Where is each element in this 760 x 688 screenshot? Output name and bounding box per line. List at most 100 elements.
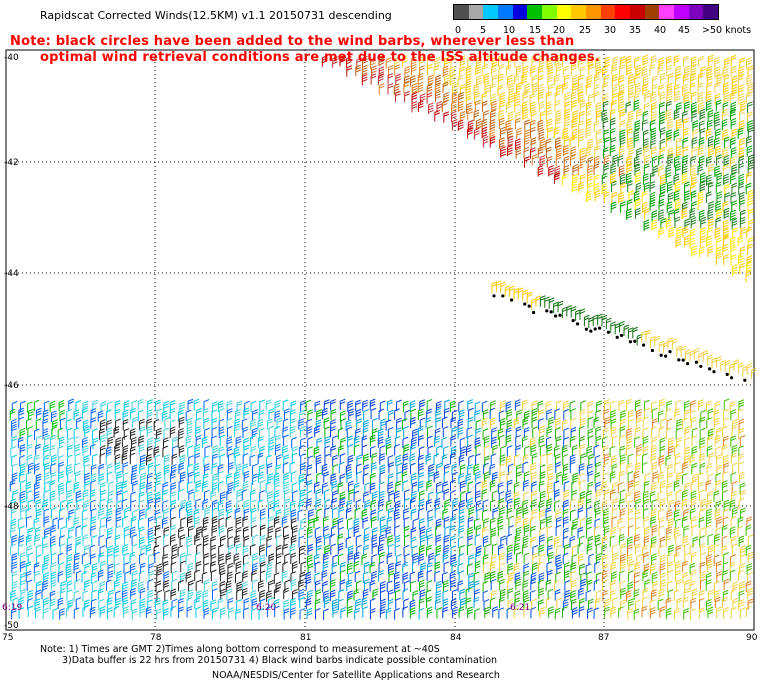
contamination-circle xyxy=(584,327,589,331)
wind-barb xyxy=(11,570,18,583)
wind-barb xyxy=(490,527,497,539)
wind-barb xyxy=(123,400,130,412)
colorbar-swatch xyxy=(703,5,719,19)
wind-barb xyxy=(321,569,328,582)
wind-barb xyxy=(19,580,26,592)
wind-barb xyxy=(619,64,625,76)
wind-barb xyxy=(129,562,136,575)
wind-barb xyxy=(537,561,544,573)
wind-barb xyxy=(489,570,496,583)
wind-barb xyxy=(410,527,417,539)
wind-barb xyxy=(601,543,608,556)
wind-barb xyxy=(490,590,497,602)
wind-barb xyxy=(683,117,689,130)
wind-barb xyxy=(97,569,104,582)
wind-barb xyxy=(427,534,433,546)
wind-barb xyxy=(451,83,458,95)
wind-barb xyxy=(714,66,721,78)
wind-barb xyxy=(211,524,218,537)
wind-barb xyxy=(337,517,344,530)
wind-barb xyxy=(43,515,50,528)
wind-barb xyxy=(602,554,608,566)
wind-barb xyxy=(577,553,584,565)
wind-barb xyxy=(115,597,121,610)
wind-barb xyxy=(170,605,177,618)
wind-barb xyxy=(436,481,442,493)
wind-barb xyxy=(90,417,97,429)
wind-barb xyxy=(595,461,602,474)
wind-barb xyxy=(658,227,665,239)
wind-barb xyxy=(521,101,528,113)
wind-barb xyxy=(58,470,64,483)
wind-barb xyxy=(604,606,610,618)
contamination-circle xyxy=(633,339,637,343)
wind-barb xyxy=(585,126,592,139)
wind-barb xyxy=(107,570,114,582)
wind-barb xyxy=(666,526,672,538)
wind-barb xyxy=(594,561,600,573)
wind-barb xyxy=(443,544,450,557)
wind-barb xyxy=(11,418,17,431)
wind-barb xyxy=(108,589,114,602)
wind-barb xyxy=(697,481,704,494)
wind-barb xyxy=(569,154,576,167)
wind-barb xyxy=(675,579,682,591)
wind-barb xyxy=(689,237,696,249)
wind-barb xyxy=(706,445,713,457)
wind-barb xyxy=(482,135,489,148)
wind-barb xyxy=(499,471,506,483)
wind-barb xyxy=(162,500,168,512)
wind-barb xyxy=(570,426,577,439)
lon-label: 81 xyxy=(300,633,311,643)
wind-barb xyxy=(394,581,400,593)
wind-barb xyxy=(675,534,681,546)
wind-barb xyxy=(577,507,584,519)
wind-barb xyxy=(219,491,226,503)
wind-barb xyxy=(699,235,706,247)
wind-barb xyxy=(740,507,746,520)
wind-barb xyxy=(691,146,698,159)
wind-barb xyxy=(650,516,656,528)
wind-barb xyxy=(322,580,328,593)
wind-barb xyxy=(737,75,744,87)
wind-barb xyxy=(324,544,330,557)
wind-barb xyxy=(116,500,122,512)
wind-barb xyxy=(459,55,466,67)
wind-barb xyxy=(555,417,561,429)
wind-barb xyxy=(681,172,688,185)
wind-barb xyxy=(92,453,98,466)
wind-barb xyxy=(266,561,273,574)
wind-barb xyxy=(481,118,488,131)
wind-barb xyxy=(171,578,177,591)
wind-barb xyxy=(91,580,98,592)
wind-barb xyxy=(378,66,385,78)
wind-barbs-southern-swath xyxy=(9,398,754,620)
wind-barb xyxy=(625,101,632,113)
wind-barb xyxy=(243,597,250,610)
wind-barb xyxy=(401,418,408,430)
wind-barb xyxy=(563,427,570,440)
wind-barb xyxy=(667,570,674,582)
wind-barb xyxy=(555,63,562,76)
wind-barb xyxy=(35,407,42,420)
wind-barb xyxy=(475,490,481,502)
wind-barb xyxy=(538,418,544,430)
wind-barb xyxy=(82,489,89,501)
wind-barb xyxy=(475,419,482,431)
wind-barb xyxy=(203,579,210,591)
wind-barb xyxy=(139,462,145,474)
wind-barb xyxy=(458,454,465,466)
wind-barb xyxy=(370,57,376,69)
wind-barb xyxy=(218,426,225,438)
wind-barb xyxy=(740,553,747,566)
wind-barb xyxy=(737,235,744,247)
wind-barb xyxy=(588,553,595,566)
wind-barb xyxy=(642,508,649,520)
wind-barb xyxy=(450,579,456,591)
wind-barb xyxy=(570,417,576,430)
wind-barb xyxy=(436,445,442,457)
wind-barb xyxy=(595,572,602,584)
wind-barb xyxy=(441,436,448,449)
wind-barb xyxy=(444,56,450,69)
wind-barb xyxy=(634,509,641,521)
